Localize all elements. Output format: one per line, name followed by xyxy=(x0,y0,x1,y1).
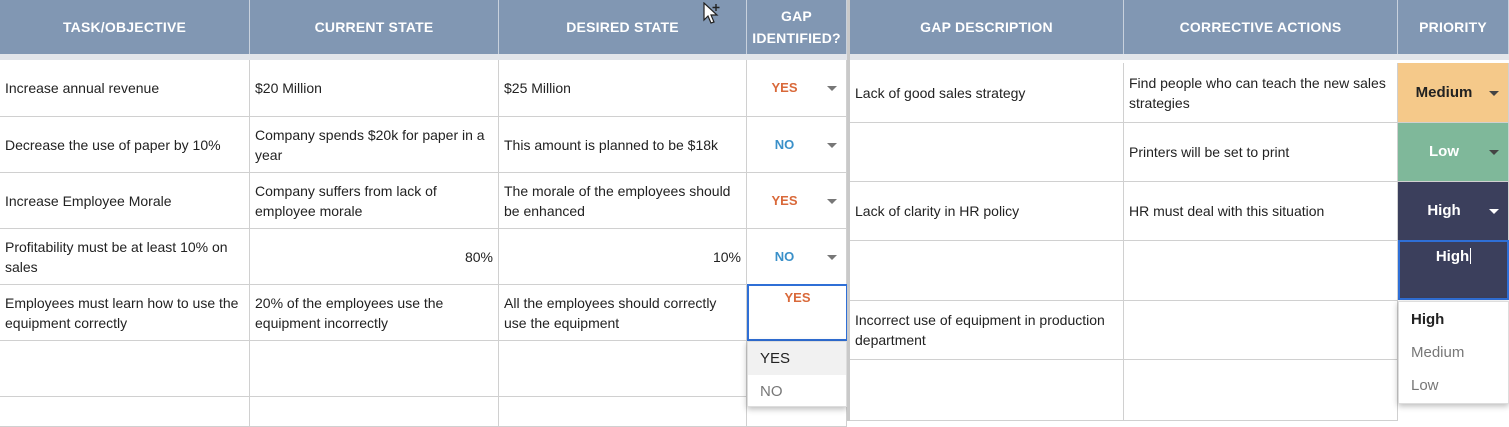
task-cell[interactable]: Profitability must be at least 10% on sa… xyxy=(0,229,250,285)
corrective-action-cell[interactable]: Find people who can teach the new sales … xyxy=(1124,63,1398,123)
current-state-cell[interactable]: $20 Million xyxy=(250,60,499,117)
gap-dropdown-menu: YES NO xyxy=(747,341,847,407)
task-cell[interactable] xyxy=(0,397,250,427)
corrective-action-cell[interactable] xyxy=(1124,241,1398,301)
priority-option-medium[interactable]: Medium xyxy=(1411,344,1465,361)
header-gap-identified[interactable]: GAP IDENTIFIED? xyxy=(747,0,847,54)
gap-option-no[interactable]: NO xyxy=(760,383,783,400)
priority-option-high[interactable]: High xyxy=(1411,311,1445,328)
desired-state-cell[interactable]: The morale of the employees should be en… xyxy=(499,173,747,229)
gap-description-cell[interactable]: Incorrect use of equipment in production… xyxy=(850,301,1124,360)
chevron-down-icon[interactable] xyxy=(1489,150,1499,155)
corrective-action-cell[interactable] xyxy=(1124,301,1398,360)
chevron-down-icon[interactable] xyxy=(1489,209,1499,214)
header-current-state[interactable]: CURRENT STATE xyxy=(250,0,499,54)
header-corrective-actions[interactable]: CORRECTIVE ACTIONS xyxy=(1124,0,1398,54)
priority-select-cell[interactable]: High xyxy=(1398,182,1509,241)
header-band xyxy=(850,54,1509,60)
task-cell[interactable]: Decrease the use of paper by 10% xyxy=(0,117,250,173)
header-priority[interactable]: PRIORITY xyxy=(1398,0,1509,54)
current-state-cell[interactable]: 80% xyxy=(250,229,499,285)
chevron-down-icon[interactable] xyxy=(827,254,837,260)
desired-state-cell[interactable]: This amount is planned to be $18k xyxy=(499,117,747,173)
panel-divider xyxy=(847,0,850,421)
header-task[interactable]: TASK/OBJECTIVE xyxy=(0,0,250,54)
gap-select-cell[interactable]: YES xyxy=(747,60,847,117)
gap-select-cell[interactable]: NO xyxy=(747,117,847,173)
chevron-down-icon[interactable] xyxy=(827,142,837,148)
mouse-cursor-icon xyxy=(703,2,720,24)
priority-cell-editor[interactable]: High xyxy=(1398,240,1509,300)
gap-description-cell[interactable] xyxy=(850,123,1124,182)
desired-state-cell[interactable] xyxy=(499,397,747,427)
task-cell[interactable] xyxy=(0,341,250,397)
priority-select-cell[interactable]: Medium xyxy=(1398,63,1509,123)
header-gap-description[interactable]: GAP DESCRIPTION xyxy=(850,0,1124,54)
priority-dropdown-menu: High Medium Low xyxy=(1398,301,1509,404)
desired-state-cell[interactable] xyxy=(499,341,747,397)
header-band xyxy=(0,54,847,60)
task-cell[interactable]: Increase Employee Morale xyxy=(0,173,250,229)
current-state-cell[interactable]: 20% of the employees use the equipment i… xyxy=(250,285,499,341)
task-cell[interactable]: Employees must learn how to use the equi… xyxy=(0,285,250,341)
chevron-down-icon[interactable] xyxy=(827,86,837,91)
corrective-action-cell[interactable] xyxy=(1124,360,1398,421)
priority-option-low[interactable]: Low xyxy=(1411,377,1439,394)
gap-description-cell[interactable]: Lack of clarity in HR policy xyxy=(850,182,1124,241)
gap-description-cell[interactable]: Lack of good sales strategy xyxy=(850,63,1124,123)
priority-select-cell[interactable]: Low xyxy=(1398,123,1509,182)
gap-description-cell[interactable] xyxy=(850,360,1124,421)
current-state-cell[interactable] xyxy=(250,397,499,427)
desired-state-cell[interactable]: All the employees should correctly use t… xyxy=(499,285,747,341)
current-state-cell[interactable]: Company suffers from lack of employee mo… xyxy=(250,173,499,229)
chevron-down-icon[interactable] xyxy=(1489,90,1499,96)
chevron-down-icon[interactable] xyxy=(827,198,837,204)
corrective-action-cell[interactable]: HR must deal with this situation xyxy=(1124,182,1398,241)
task-cell[interactable]: Increase annual revenue xyxy=(0,60,250,117)
desired-state-cell[interactable]: $25 Million xyxy=(499,60,747,117)
desired-state-cell[interactable]: 10% xyxy=(499,229,747,285)
gap-option-yes[interactable]: YES xyxy=(748,342,846,375)
gap-select-cell[interactable]: NO xyxy=(747,229,847,285)
gap-description-cell[interactable] xyxy=(850,241,1124,301)
gap-select-cell[interactable]: YES xyxy=(747,173,847,229)
current-state-cell[interactable]: Company spends $20k for paper in a year xyxy=(250,117,499,173)
corrective-action-cell[interactable]: Printers will be set to print xyxy=(1124,123,1398,182)
current-state-cell[interactable] xyxy=(250,341,499,397)
gap-select-cell-active[interactable] xyxy=(747,285,847,341)
text-caret xyxy=(1470,248,1472,264)
gap-cell-editor[interactable]: YES xyxy=(747,284,848,341)
